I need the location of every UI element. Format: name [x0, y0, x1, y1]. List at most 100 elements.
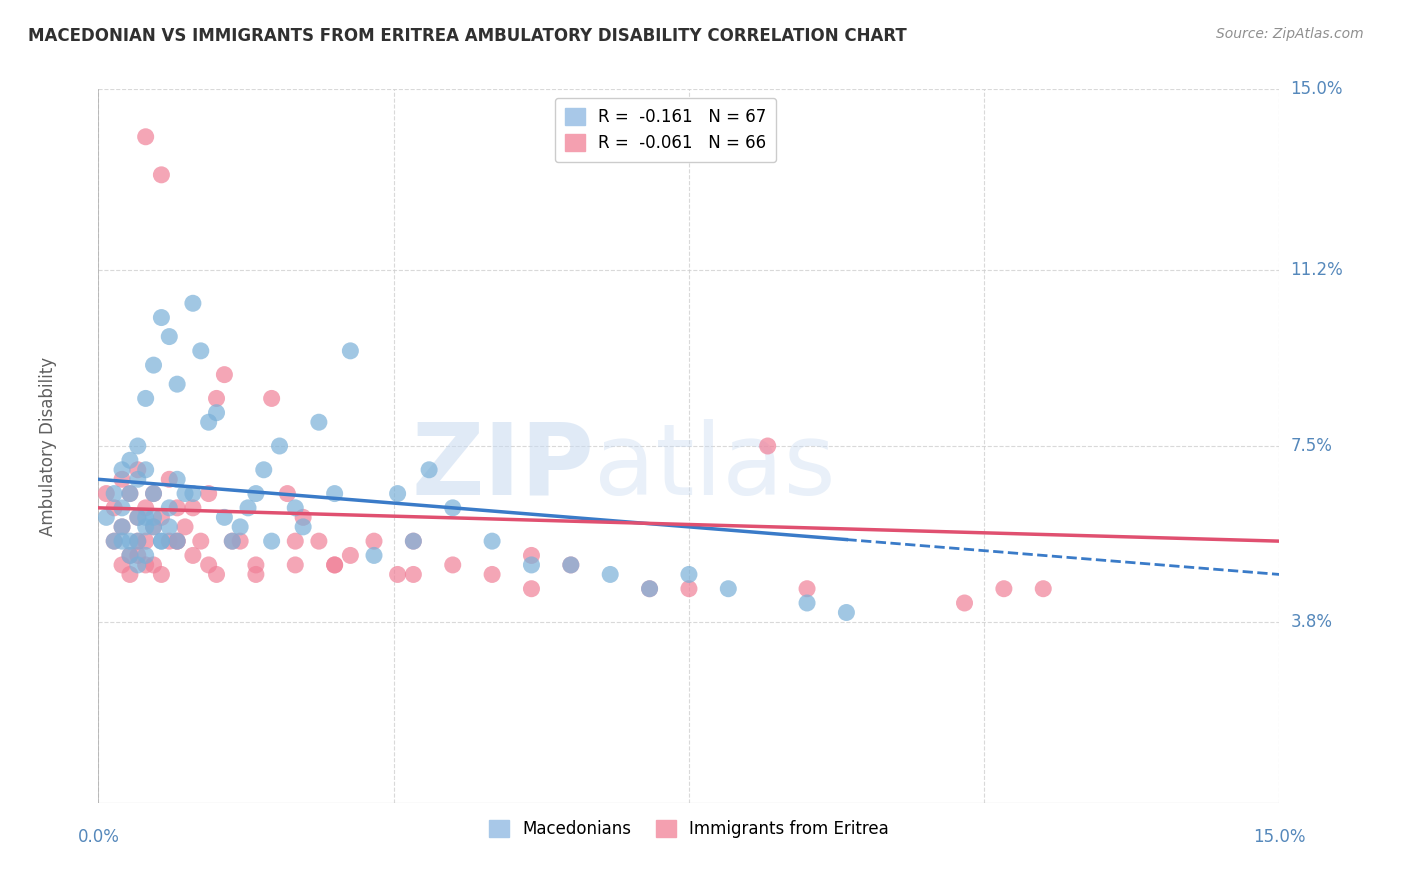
Point	[142, 510, 165, 524]
Point	[953, 596, 976, 610]
Point	[135, 549, 157, 563]
Point	[135, 129, 157, 144]
Point	[142, 358, 165, 372]
Point	[339, 549, 361, 563]
Point	[166, 534, 188, 549]
Point	[166, 534, 188, 549]
Point	[157, 472, 180, 486]
Point	[481, 567, 503, 582]
Point	[127, 439, 149, 453]
Point	[96, 486, 118, 500]
Point	[520, 582, 543, 596]
Point	[150, 534, 173, 549]
Text: 7.5%: 7.5%	[1291, 437, 1333, 455]
Point	[111, 534, 134, 549]
Point	[323, 486, 346, 500]
Point	[236, 500, 259, 515]
Point	[157, 520, 180, 534]
Point	[118, 549, 141, 563]
Point	[181, 549, 204, 563]
Point	[387, 567, 409, 582]
Point	[205, 567, 228, 582]
Point	[111, 520, 134, 534]
Point	[127, 549, 149, 563]
Point	[197, 486, 219, 500]
Point	[118, 453, 141, 467]
Point	[96, 510, 118, 524]
Point	[127, 558, 149, 572]
Point	[181, 500, 204, 515]
Point	[993, 582, 1015, 596]
Point	[1032, 582, 1054, 596]
Text: 3.8%: 3.8%	[1291, 613, 1333, 631]
Point	[245, 558, 267, 572]
Text: 15.0%: 15.0%	[1291, 80, 1343, 98]
Point	[638, 582, 661, 596]
Point	[245, 567, 267, 582]
Point	[323, 558, 346, 572]
Point	[221, 534, 243, 549]
Point	[229, 534, 252, 549]
Text: 15.0%: 15.0%	[1253, 828, 1306, 846]
Point	[796, 582, 818, 596]
Point	[135, 392, 157, 406]
Point	[678, 567, 700, 582]
Point	[269, 439, 291, 453]
Point	[402, 567, 425, 582]
Point	[560, 558, 582, 572]
Point	[284, 500, 307, 515]
Point	[150, 168, 173, 182]
Point	[103, 486, 125, 500]
Point	[560, 558, 582, 572]
Point	[308, 415, 330, 429]
Point	[181, 296, 204, 310]
Point	[363, 534, 385, 549]
Point	[835, 606, 858, 620]
Point	[363, 549, 385, 563]
Point	[387, 486, 409, 500]
Point	[135, 463, 157, 477]
Point	[205, 392, 228, 406]
Point	[441, 558, 464, 572]
Point	[127, 463, 149, 477]
Point	[150, 310, 173, 325]
Point	[127, 534, 149, 549]
Point	[284, 534, 307, 549]
Point	[166, 500, 188, 515]
Point	[111, 500, 134, 515]
Point	[308, 534, 330, 549]
Point	[166, 377, 188, 392]
Point	[142, 520, 165, 534]
Text: Source: ZipAtlas.com: Source: ZipAtlas.com	[1216, 27, 1364, 41]
Point	[118, 486, 141, 500]
Point	[127, 534, 149, 549]
Point	[441, 500, 464, 515]
Text: atlas: atlas	[595, 419, 837, 516]
Point	[190, 343, 212, 358]
Point	[142, 486, 165, 500]
Point	[402, 534, 425, 549]
Point	[127, 510, 149, 524]
Point	[127, 510, 149, 524]
Point	[150, 534, 173, 549]
Legend: Macedonians, Immigrants from Eritrea: Macedonians, Immigrants from Eritrea	[482, 813, 896, 845]
Point	[418, 463, 440, 477]
Point	[135, 500, 157, 515]
Point	[190, 534, 212, 549]
Point	[402, 534, 425, 549]
Point	[118, 486, 141, 500]
Point	[127, 472, 149, 486]
Point	[142, 520, 165, 534]
Point	[520, 558, 543, 572]
Point	[103, 534, 125, 549]
Point	[135, 510, 157, 524]
Point	[520, 549, 543, 563]
Point	[339, 343, 361, 358]
Point	[111, 558, 134, 572]
Point	[103, 500, 125, 515]
Point	[111, 472, 134, 486]
Point	[599, 567, 621, 582]
Point	[253, 463, 276, 477]
Point	[157, 534, 180, 549]
Point	[174, 520, 197, 534]
